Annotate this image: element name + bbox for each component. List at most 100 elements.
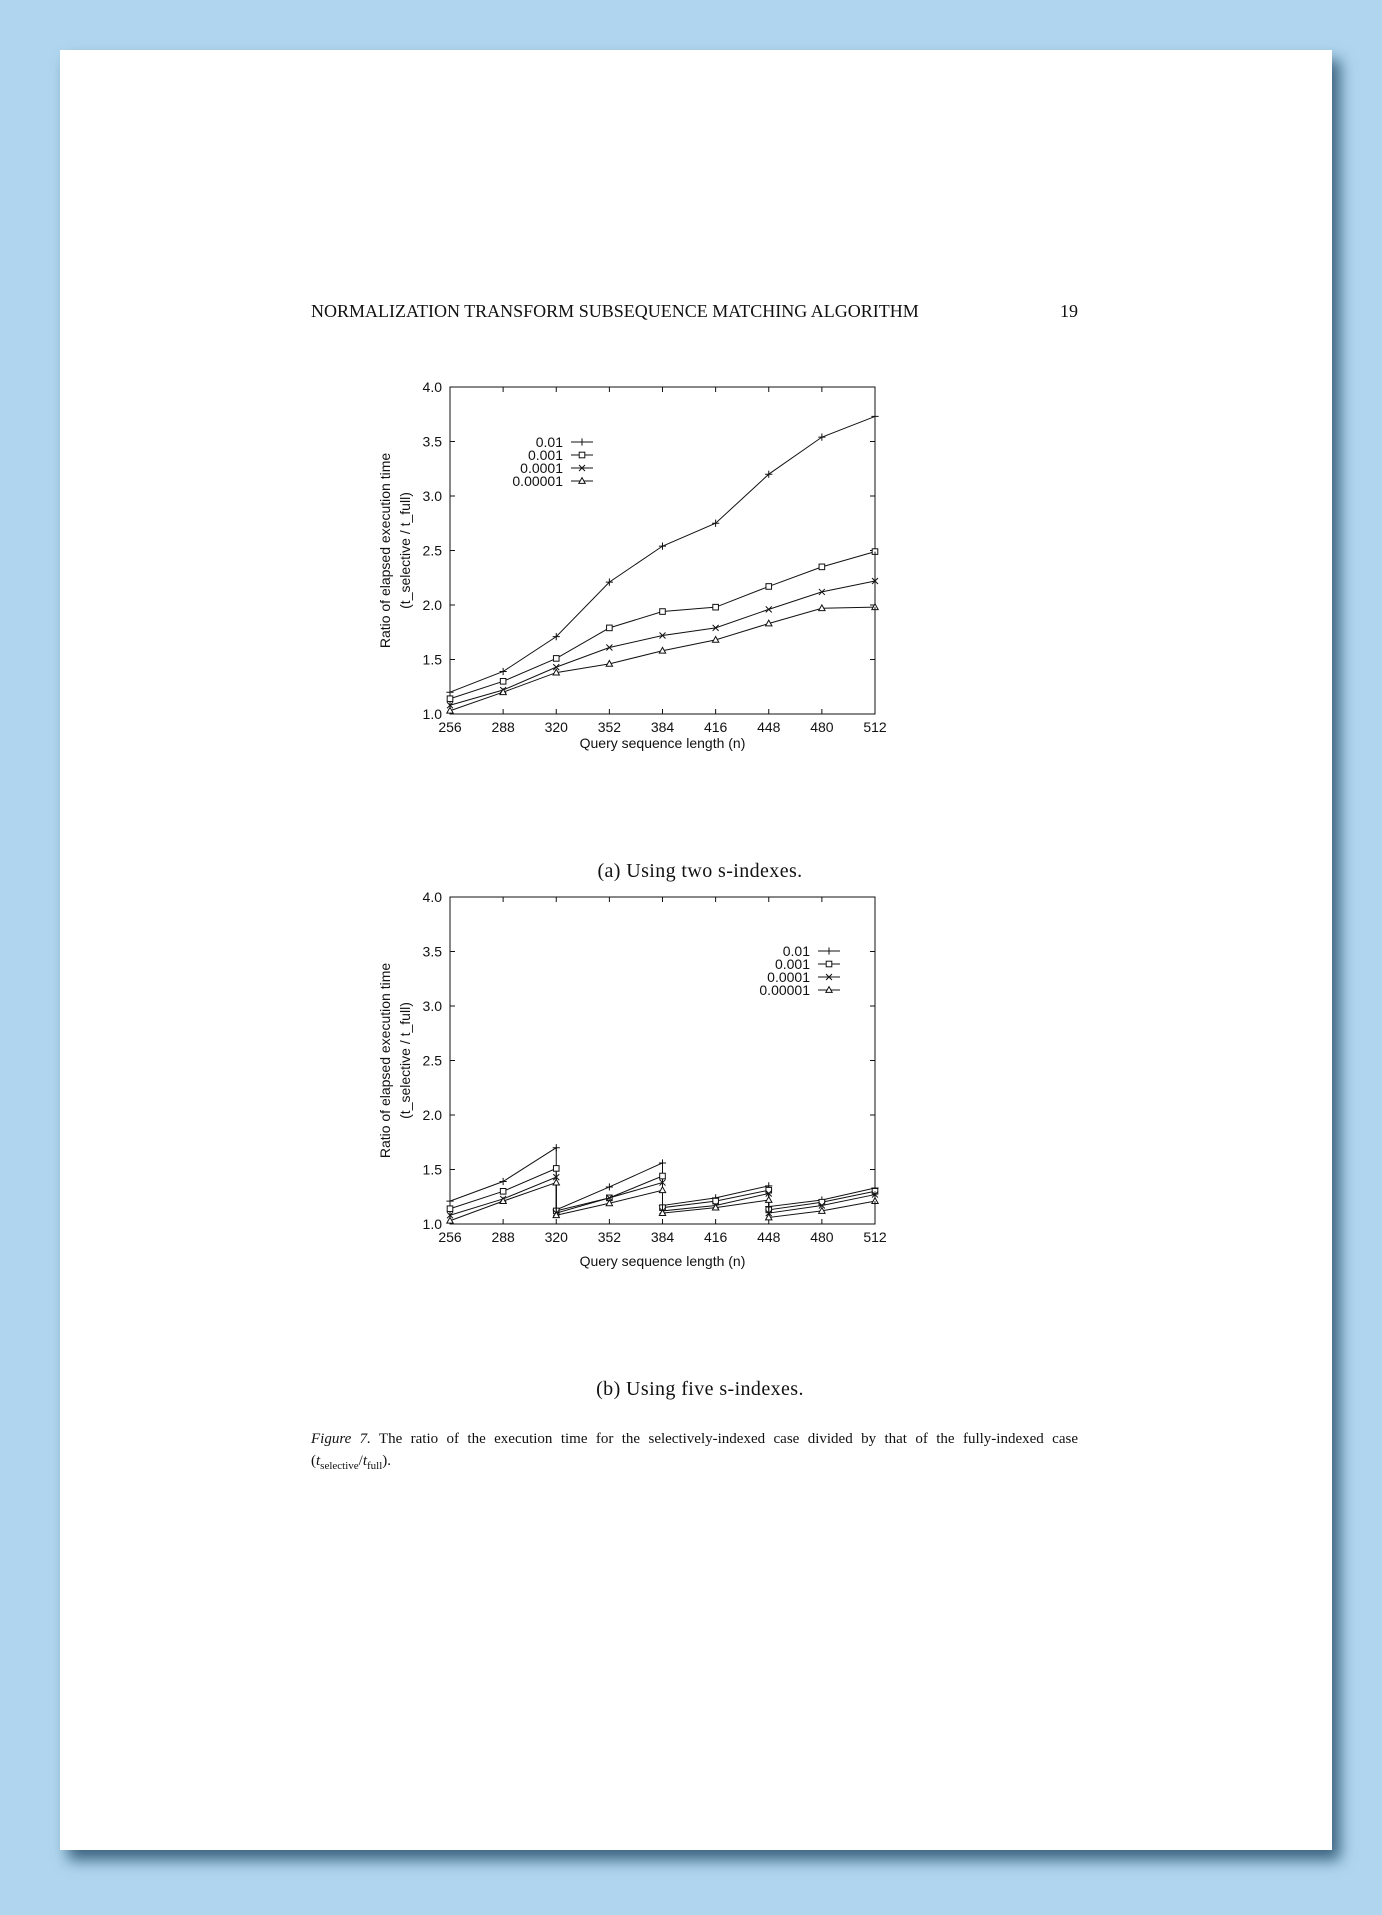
figure-caption-text: The ratio of the execution time for the … [311, 1431, 1078, 1469]
legend-label-b-1: 0.001 [775, 956, 810, 972]
point-b-2-2 [552, 1173, 560, 1181]
figure-label: Figure 7. [311, 1431, 371, 1447]
point-a-3-2 [552, 668, 561, 676]
legend-label-b-3: 0.00001 [759, 982, 810, 998]
y-tick-label-a-0: 1.0 [423, 706, 443, 722]
legend-marker-b-3 [824, 985, 834, 993]
document-page: NORMALIZATION TRANSFORM SUBSEQUENCE MATC… [60, 50, 1332, 1850]
point-a-2-0 [446, 701, 454, 709]
legend-label-a-2: 0.0001 [520, 460, 563, 476]
y-tick-label-a-5: 3.5 [423, 434, 443, 450]
point-a-2-3 [606, 644, 613, 651]
y-axis-sublabel-b: (t_selective / t_full) [397, 1002, 413, 1119]
legend-marker-b-1 [825, 960, 833, 968]
legend-marker-a-3 [577, 476, 587, 484]
y-tick-label-a-1: 1.5 [423, 652, 443, 668]
x-tick-label-a-3: 352 [598, 719, 622, 735]
point-b-3-1 [499, 1196, 508, 1205]
legend-marker-b-2 [825, 973, 833, 981]
caption-end: ). [382, 1453, 392, 1469]
caption-slash: / [358, 1453, 363, 1469]
y-tick-label-a-4: 3.0 [423, 488, 443, 504]
caption-sub-full: full [367, 1460, 383, 1472]
x-axis-label-b: Query sequence length (n) [580, 1253, 746, 1269]
point-a-0-3 [605, 578, 613, 586]
series-b-3 [445, 1178, 880, 1224]
series-a-0 [446, 412, 879, 714]
x-tick-label-b-3: 352 [598, 1229, 622, 1245]
subcaption-a: (a) Using two s-indexes. [597, 860, 803, 882]
y-tick-label-a-6: 4.0 [423, 379, 443, 395]
series-a-2 [446, 577, 879, 714]
point-a-2-2 [552, 663, 560, 671]
legend-marker-a-0 [578, 438, 586, 446]
point-a-1-3 [606, 624, 613, 632]
point-a-0-2 [552, 633, 560, 641]
x-tick-label-b-7: 480 [810, 1229, 834, 1245]
x-tick-label-b-0: 256 [438, 1229, 462, 1245]
point-b-0-1 [499, 1177, 507, 1186]
point-b-0-4 [605, 1183, 613, 1191]
point-b-1-1 [499, 1188, 507, 1195]
x-tick-label-a-5: 416 [704, 719, 728, 735]
y-axis-label-b: Ratio of elapsed execution time [377, 963, 393, 1159]
y-tick-label-a-2: 2.0 [423, 597, 443, 613]
point-a-3-4 [658, 646, 667, 654]
point-a-0-1 [499, 667, 507, 676]
legend-marker-b-0 [825, 947, 833, 955]
point-b-1-0 [446, 1205, 454, 1213]
series-line-b-3 [449, 1181, 876, 1222]
series-line-a-2 [449, 580, 876, 706]
x-tick-label-b-5: 416 [704, 1229, 728, 1245]
subcaption-b: (b) Using five s-indexes. [596, 1378, 804, 1400]
point-a-1-6 [765, 583, 773, 590]
y-tick-label-b-0: 1.0 [423, 1216, 443, 1232]
y-tick-label-b-2: 2.0 [423, 1107, 443, 1123]
point-b-1-2 [552, 1165, 560, 1172]
series-line-a-1 [449, 551, 876, 700]
legend-label-b-2: 0.0001 [767, 969, 810, 985]
point-b-3-9 [764, 1213, 773, 1221]
x-axis-label-a: Query sequence length (n) [580, 735, 746, 751]
point-a-3-1 [499, 687, 508, 696]
x-tick-label-b-1: 288 [491, 1229, 515, 1245]
point-b-0-5 [658, 1159, 667, 1167]
x-tick-label-a-8: 512 [863, 719, 887, 735]
point-a-1-2 [552, 655, 560, 662]
caption-sub-selective: selective [320, 1460, 359, 1472]
series-a-3 [445, 602, 880, 714]
y-axis-label-a: Ratio of elapsed execution time [377, 453, 393, 649]
point-b-2-10 [818, 1202, 826, 1209]
point-a-0-0 [446, 688, 454, 696]
x-tick-label-a-7: 480 [810, 719, 834, 735]
page-number: 19 [1060, 301, 1078, 321]
point-b-3-5 [658, 1185, 667, 1194]
legend-marker-a-1 [578, 451, 586, 459]
point-a-2-5 [712, 624, 719, 632]
caption-t-full: t [362, 1453, 367, 1469]
x-tick-label-a-4: 384 [651, 719, 675, 735]
point-b-3-6 [658, 1208, 667, 1216]
series-line-a-3 [449, 606, 876, 712]
point-b-3-2 [552, 1178, 561, 1186]
x-tick-label-a-6: 448 [757, 719, 781, 735]
point-a-2-4 [659, 632, 666, 639]
point-b-3-0 [445, 1216, 455, 1224]
point-a-0-7 [818, 433, 826, 441]
point-b-2-0 [446, 1211, 454, 1219]
y-tick-label-b-1: 1.5 [423, 1162, 443, 1178]
point-a-1-4 [659, 608, 666, 615]
x-tick-label-a-0: 256 [438, 719, 462, 735]
point-b-2-5 [659, 1179, 666, 1186]
point-a-1-7 [818, 563, 826, 571]
point-b-2-11 [871, 1191, 879, 1198]
point-a-1-0 [446, 695, 454, 703]
x-tick-label-b-4: 384 [651, 1229, 675, 1245]
point-b-3-8 [764, 1195, 773, 1203]
point-b-3-7 [711, 1203, 720, 1211]
point-a-2-7 [818, 588, 826, 596]
point-a-1-5 [712, 603, 719, 611]
legend-label-b-0: 0.01 [783, 943, 810, 959]
